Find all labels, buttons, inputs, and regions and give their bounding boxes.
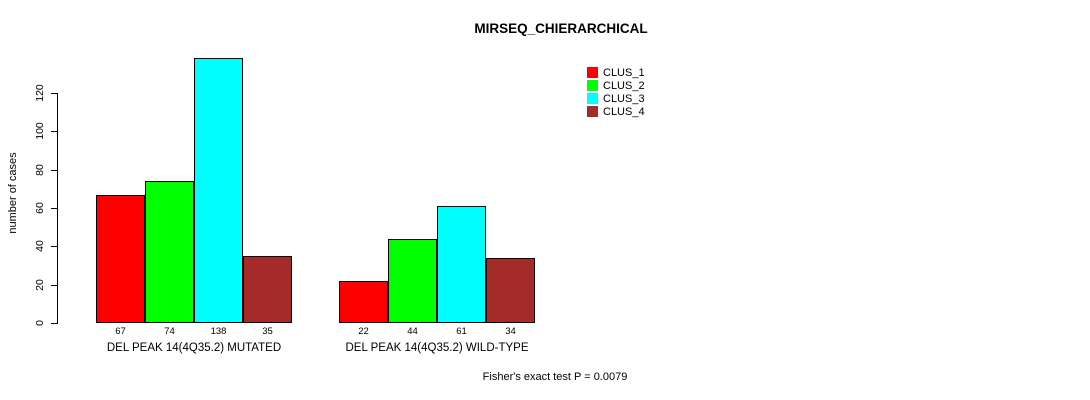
legend-color-swatch	[587, 80, 598, 91]
annotation-pvalue: Fisher's exact test P = 0.0079	[482, 371, 628, 383]
bar-clus_2-group2	[388, 239, 437, 323]
bar-value-label: 34	[505, 326, 516, 337]
y-axis-label: number of cases	[7, 152, 19, 234]
y-axis-tick-label: 80	[34, 164, 46, 176]
bar-value-label: 138	[210, 326, 227, 337]
y-axis-tick-label: 0	[34, 320, 46, 326]
legend-label: CLUS_2	[603, 79, 645, 92]
legend-item-clus_3: CLUS_3	[587, 92, 645, 105]
legend-item-clus_2: CLUS_2	[587, 79, 645, 92]
y-axis-tick	[51, 285, 57, 286]
y-axis-tick-label: 100	[34, 122, 46, 140]
bar-value-label: 67	[115, 326, 126, 337]
x-axis-group-label: DEL PEAK 14(4Q35.2) WILD-TYPE	[345, 342, 529, 354]
legend-label: CLUS_3	[603, 92, 645, 105]
bar-clus_3-group1	[194, 58, 243, 323]
legend-color-swatch	[587, 106, 598, 117]
y-axis-tick-label: 20	[34, 279, 46, 291]
y-axis-tick	[51, 170, 57, 171]
y-axis-line	[57, 93, 58, 324]
y-axis-tick	[51, 323, 57, 324]
bar-clus_2-group1	[145, 181, 194, 323]
legend-color-swatch	[587, 67, 598, 78]
y-axis-tick	[51, 93, 57, 94]
y-axis-tick	[51, 131, 57, 132]
y-axis-tick-label: 60	[34, 202, 46, 214]
y-axis-tick	[51, 246, 57, 247]
chart-title: MIRSEQ_CHIERARCHICAL	[474, 21, 648, 36]
y-axis-tick	[51, 208, 57, 209]
legend: CLUS_1 CLUS_2 CLUS_3 CLUS_4	[587, 66, 645, 118]
legend-item-clus_1: CLUS_1	[587, 66, 645, 79]
legend-label: CLUS_4	[603, 105, 645, 118]
y-axis-tick-label: 120	[34, 84, 46, 102]
bar-value-label: 61	[456, 326, 467, 337]
bar-clus_1-group2	[339, 281, 388, 323]
bar-value-label: 44	[407, 326, 418, 337]
bar-value-label: 35	[262, 326, 273, 337]
legend-label: CLUS_1	[603, 66, 645, 79]
bar-clus_1-group1	[96, 195, 145, 323]
legend-color-swatch	[587, 93, 598, 104]
bar-clus_4-group2	[486, 258, 535, 323]
x-axis-group-label: DEL PEAK 14(4Q35.2) MUTATED	[106, 342, 282, 354]
bar-clus_4-group1	[243, 256, 292, 323]
y-axis-tick-label: 40	[34, 240, 46, 252]
legend-item-clus_4: CLUS_4	[587, 105, 645, 118]
bar-value-label: 74	[164, 326, 175, 337]
bar-clus_3-group2	[437, 206, 486, 323]
bar-value-label: 22	[358, 326, 369, 337]
